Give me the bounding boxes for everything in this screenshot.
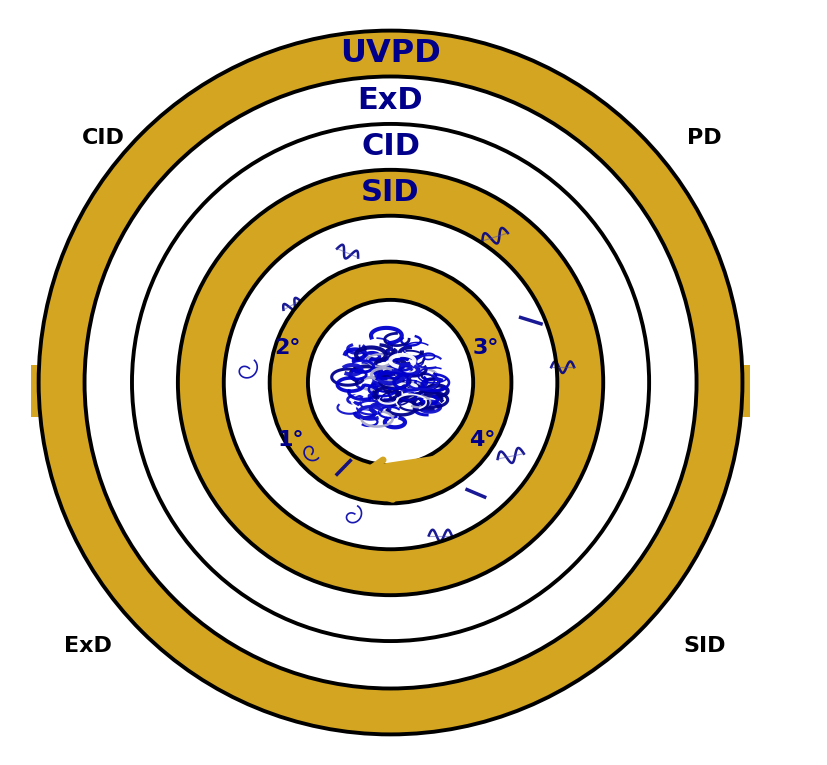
Wedge shape [308,300,473,382]
Wedge shape [378,684,452,734]
Wedge shape [386,464,412,503]
Text: CID: CID [361,132,420,161]
Wedge shape [308,382,473,465]
Wedge shape [84,76,696,688]
Wedge shape [132,124,649,641]
Text: 4°: 4° [469,430,495,450]
Wedge shape [178,170,603,455]
Text: SID: SID [683,636,725,656]
Text: 2°: 2° [274,338,300,358]
Wedge shape [39,31,743,503]
Wedge shape [178,382,603,595]
Circle shape [336,327,446,438]
Wedge shape [132,124,649,382]
Wedge shape [224,382,557,549]
Wedge shape [132,124,649,641]
Text: PD: PD [687,128,721,148]
Circle shape [337,328,445,437]
Wedge shape [386,464,412,503]
Wedge shape [552,382,603,438]
Text: CID: CID [82,128,125,148]
Wedge shape [270,262,511,424]
Wedge shape [308,300,473,465]
Text: 3°: 3° [473,338,500,358]
Text: 1°: 1° [278,430,304,450]
Wedge shape [178,170,603,455]
Circle shape [336,327,446,438]
Wedge shape [686,382,743,474]
Wedge shape [132,382,649,641]
Circle shape [336,327,446,438]
Wedge shape [39,31,743,503]
Text: ExD: ExD [65,636,112,656]
Bar [31,365,750,417]
Wedge shape [552,382,603,438]
Wedge shape [224,216,557,382]
Wedge shape [39,382,743,734]
Wedge shape [84,382,696,688]
Wedge shape [224,216,557,549]
Text: ExD: ExD [358,86,423,115]
Wedge shape [383,547,428,595]
Wedge shape [224,216,557,549]
Wedge shape [471,382,511,414]
Wedge shape [383,547,428,595]
Wedge shape [84,76,696,382]
Bar [39,365,743,417]
Wedge shape [378,684,452,734]
Wedge shape [270,382,511,503]
Wedge shape [270,262,511,424]
Wedge shape [84,76,696,688]
Text: SID: SID [361,178,420,207]
Wedge shape [471,382,511,414]
Text: UVPD: UVPD [340,38,441,69]
Wedge shape [686,382,743,474]
Wedge shape [308,300,473,465]
